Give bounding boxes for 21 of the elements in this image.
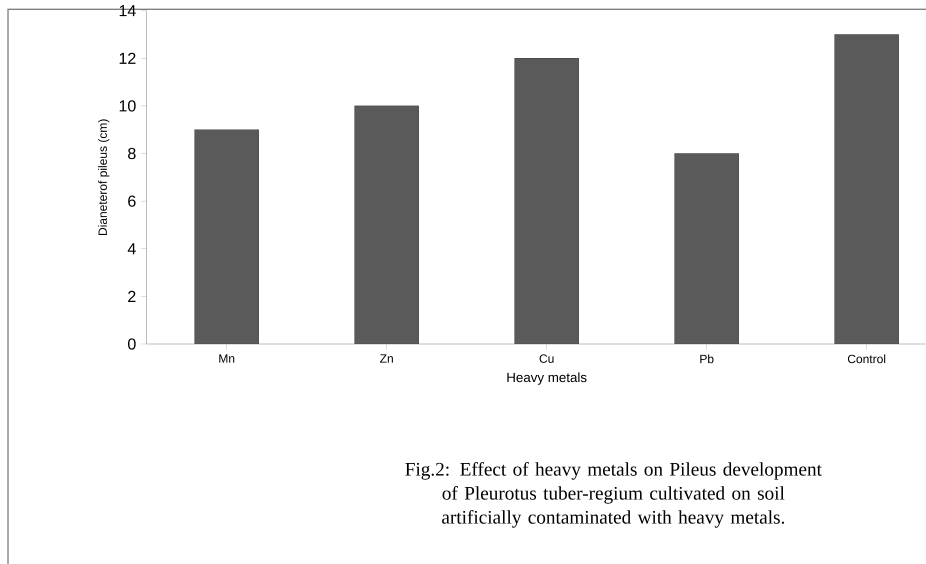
y-tick-label: 0: [128, 338, 136, 350]
y-axis-title: Dianeterof pileus (cm): [98, 119, 110, 236]
y-tick-label: 4: [128, 243, 136, 254]
x-axis-title: Heavy metals: [507, 372, 587, 385]
x-tick-label: Cu: [540, 354, 554, 363]
y-tick-label: 12: [120, 52, 136, 64]
y-tick-label: 8: [128, 148, 136, 160]
y-tick-label: 14: [120, 5, 136, 16]
x-tick-label: Pb: [700, 354, 714, 364]
y-tick-label: 6: [128, 195, 136, 207]
x-tick-label: Zn: [380, 354, 393, 363]
y-tick-label: 10: [120, 100, 136, 112]
x-tick-label: Mn: [219, 354, 234, 363]
bar: [834, 34, 899, 344]
bar: [354, 106, 419, 344]
bar: [194, 129, 259, 344]
caption: Fig.2: Effect of heavy metals on Pileus development of Pleurotus tuber-regium cultivated on soil artificially contaminated with heavy metals.: [405, 462, 822, 528]
bar: [674, 153, 739, 344]
bar: [514, 58, 579, 344]
y-tick-label: 2: [128, 290, 136, 302]
x-tick-label: Control: [848, 354, 886, 364]
